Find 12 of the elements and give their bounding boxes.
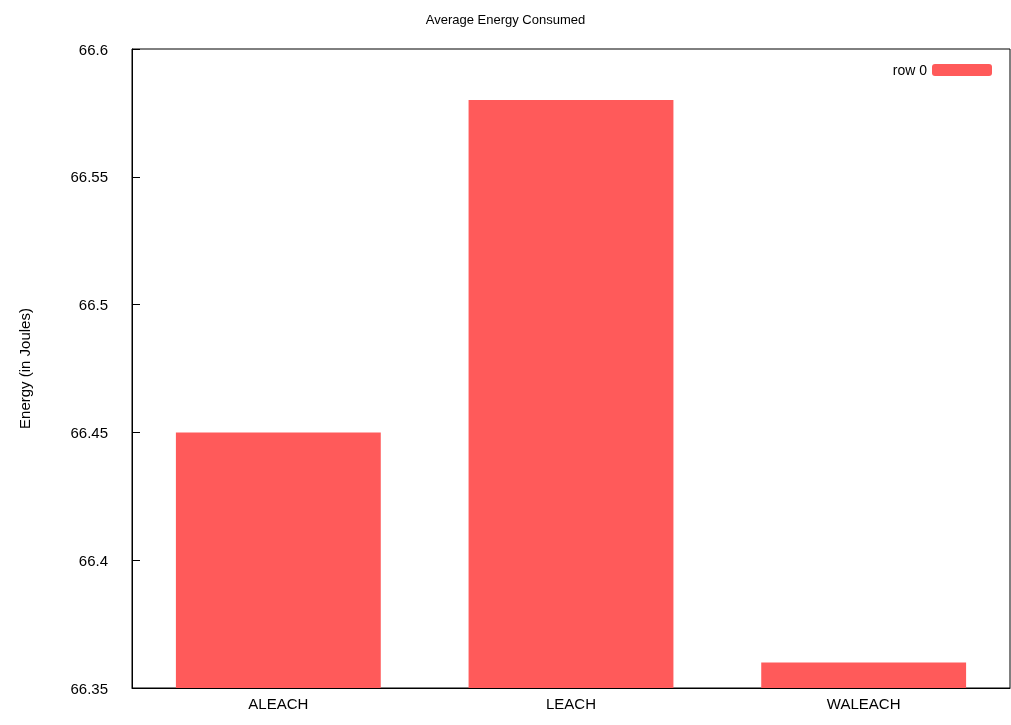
y-tick-label: 66.6 <box>78 40 108 58</box>
y-tick-label: 66.45 <box>70 423 108 441</box>
legend-label: row 0 <box>892 62 928 78</box>
y-tick-label: 66.5 <box>78 296 108 314</box>
x-tick-label: ALEACH <box>248 695 309 712</box>
y-axis-title: Energy (in Joules) <box>16 308 33 429</box>
y-tick-label: 66.4 <box>78 551 108 569</box>
x-tick-label: LEACH <box>545 695 597 712</box>
chart-title: Average Energy Consumed <box>425 12 586 27</box>
x-tick-label: WALEACH <box>826 695 901 712</box>
y-tick-label: 66.35 <box>70 679 108 697</box>
y-tick-label: 66.55 <box>70 168 108 186</box>
